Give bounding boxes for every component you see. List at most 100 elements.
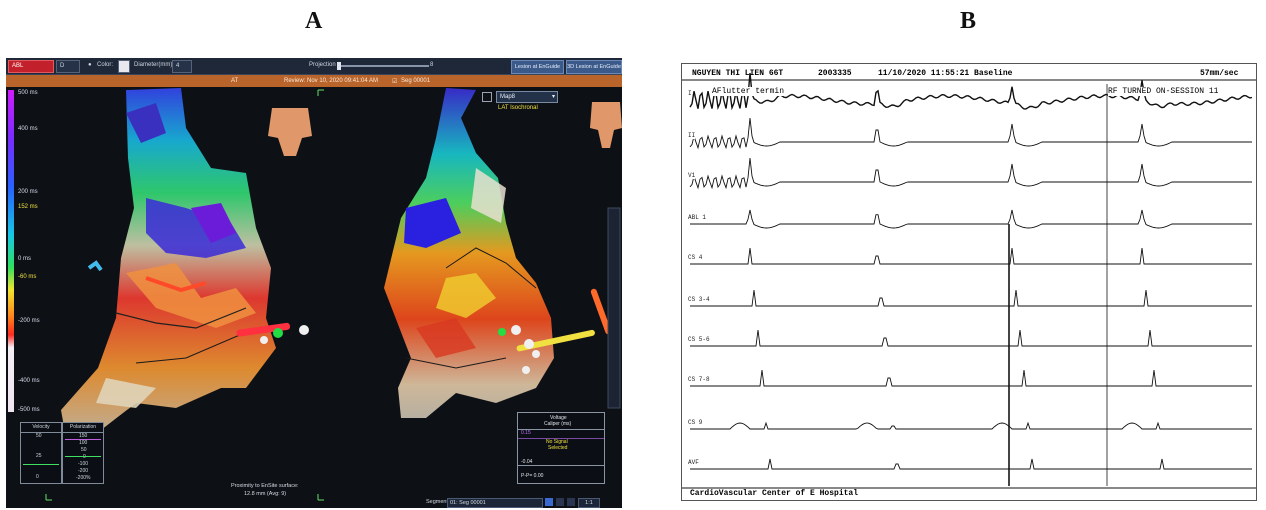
projection-label: Projection — [309, 62, 336, 68]
scale-label-400: 400 ms — [18, 126, 38, 132]
lat-color-scale — [8, 90, 14, 412]
segment-checkbox[interactable]: ☑ — [392, 79, 398, 85]
polarization-tick-6: -200 — [78, 468, 89, 474]
patient-name: NGUYEN THI LIEN 66T — [692, 69, 784, 78]
segment-label: Segment — [426, 499, 449, 505]
no-signal-label: No Signal — [546, 439, 568, 445]
play-button[interactable] — [545, 498, 553, 506]
panel-label-a: A — [305, 8, 323, 34]
annotation-rf-on: RF TURNED ON-SESSION 11 — [1108, 87, 1219, 96]
diameter-value: 4 — [176, 63, 180, 69]
catheter-select-value: ABL — [12, 63, 24, 69]
torso-orientation-icon-right — [590, 102, 622, 148]
right-heart-map — [384, 88, 612, 418]
color-swatch[interactable] — [118, 60, 130, 73]
drop-icon: ● — [88, 62, 92, 68]
ecg-trace-cs-7-8 — [690, 369, 1252, 387]
projection-value: 8 — [430, 62, 434, 68]
lesion-at-enguide-button[interactable]: Lesion at EnGuide — [511, 60, 564, 74]
scale-label-minus200: -200 ms — [18, 318, 40, 324]
proximity-value: 12.8 mm (Avg: 9) — [244, 491, 287, 497]
mode-label: AT — [231, 78, 239, 84]
map-dropdown[interactable]: Map8 ▾ — [496, 91, 558, 103]
map-type-label: LAT Isochronal — [498, 105, 538, 111]
channel-label-cs-9: CS 9 — [688, 419, 703, 426]
polarization-tick-1: 150 — [79, 433, 88, 439]
review-header: AT Review: Nov 10, 2020 09:41:04 AM ☑ Se… — [6, 75, 622, 87]
polarization-panel: Polarization 150 100 50 0 -100 -200 -200… — [62, 422, 104, 484]
projection-slider[interactable] — [337, 62, 429, 70]
voltage-subtitle: Caliper (ms) — [544, 421, 572, 427]
zoom-select[interactable]: 1:1 — [578, 498, 600, 508]
pp-value: P-P= 0.00 — [521, 473, 544, 479]
polarization-tick-4: 0 — [83, 454, 86, 460]
ep-recording-panel: NGUYEN THI LIEN 66T 2003335 11/10/2020 1… — [681, 63, 1257, 501]
recording-datetime: 11/10/2020 11:55:21 Baseline — [878, 69, 1013, 78]
velocity-panel: Velocity 50 25 0 — [20, 422, 62, 484]
scale-label-500: 500 ms — [18, 90, 38, 96]
diameter-label: Diameter(mm): — [134, 62, 174, 68]
channel-label-cs-5-6: CS 5-6 — [688, 336, 710, 343]
d-select[interactable]: D — [56, 60, 80, 73]
scale-label-minus400: -400 ms — [18, 378, 40, 384]
panel-label-b: B — [960, 8, 977, 34]
projection-slider-handle[interactable] — [337, 62, 341, 70]
channel-label-ii: II — [688, 132, 696, 139]
ecg-trace-cs-4 — [690, 247, 1252, 265]
channel-label-cs-3-4: CS 3-4 — [688, 296, 710, 303]
torso-orientation-icon-left — [268, 108, 312, 156]
proximity-label: Proximity to EnSite surface: — [231, 483, 299, 489]
review-timestamp: Review: Nov 10, 2020 09:41:04 AM — [284, 78, 379, 84]
velocity-title: Velocity — [21, 423, 61, 433]
polarization-title: Polarization — [63, 423, 103, 433]
scale-label-200: 200 ms — [18, 189, 38, 195]
velocity-value-3: 0 — [36, 474, 39, 480]
segment-select-value: 01: Seg 00001 — [450, 500, 486, 506]
polarization-tick-5: -100 — [78, 461, 89, 467]
channel-label-abl-1: ABL 1 — [688, 214, 707, 221]
voltage-value-2: -0.04 — [521, 459, 533, 465]
scale-label-minus500: -500 ms — [18, 407, 40, 413]
patient-id: 2003335 — [818, 69, 852, 78]
left-heart-map — [61, 88, 309, 438]
voltage-title: Voltage — [550, 415, 567, 421]
footer-hospital: CardioVascular Center of E Hospital — [690, 489, 859, 498]
velocity-value-1: 50 — [36, 433, 42, 439]
ecg-trace-cs-3-4 — [690, 289, 1252, 307]
ecg-trace-avf — [690, 458, 1252, 470]
velocity-value-2: 25 — [36, 453, 42, 459]
polarization-tick-3: 50 — [81, 447, 87, 453]
selected-label: Selected — [548, 445, 568, 451]
scale-label-0: 0 ms — [18, 256, 32, 262]
ecg-trace-ii — [689, 117, 1252, 150]
ecg-traces-svg — [682, 72, 1256, 489]
polarization-tick-7: -200% — [76, 475, 91, 481]
ensite-mapping-screenshot: ABL D ● Color: Diameter(mm): 4 Projectio… — [6, 58, 622, 508]
channel-label-v1: V1 — [688, 172, 696, 179]
anatomy-map-svg — [8, 88, 622, 501]
polarization-tick-2: 100 — [79, 440, 88, 446]
diameter-select[interactable]: 4 — [172, 60, 192, 73]
3d-lesion-at-enguide-button[interactable]: 3D Lesion at EnGuide — [566, 60, 622, 74]
channel-label-i: I — [688, 90, 692, 97]
map-dropdown-value: Map8 — [500, 94, 516, 100]
channel-label-cs-7-8: CS 7-8 — [688, 376, 710, 383]
channel-label-cs-4: CS 4 — [688, 254, 703, 261]
ecg-trace-i — [689, 72, 1253, 111]
voltage-value-1: 0.15 — [521, 430, 531, 436]
color-label: Color: — [97, 62, 114, 68]
next-button[interactable] — [567, 498, 575, 506]
map-checkbox[interactable] — [482, 92, 492, 102]
prev-button[interactable] — [556, 498, 564, 506]
d-select-value: D — [60, 63, 65, 69]
annotation-aflutter: AFlutter termin — [712, 87, 785, 96]
ecg-trace-abl-1 — [690, 209, 1252, 229]
chevron-down-icon: ▾ — [551, 94, 555, 100]
sweep-speed: 57mm/sec — [1200, 69, 1239, 78]
seg-label: Seg 00001 — [401, 78, 431, 84]
catheter-select[interactable]: ABL — [8, 60, 54, 73]
mapping-toolbar: ABL D ● Color: Diameter(mm): 4 Projectio… — [6, 58, 622, 75]
segment-select[interactable]: 01: Seg 00001 — [447, 498, 543, 508]
voltage-caliper-panel: Voltage Caliper (ms) 0.15 No Signal Sele… — [517, 412, 605, 484]
ecg-trace-v1 — [689, 157, 1252, 190]
